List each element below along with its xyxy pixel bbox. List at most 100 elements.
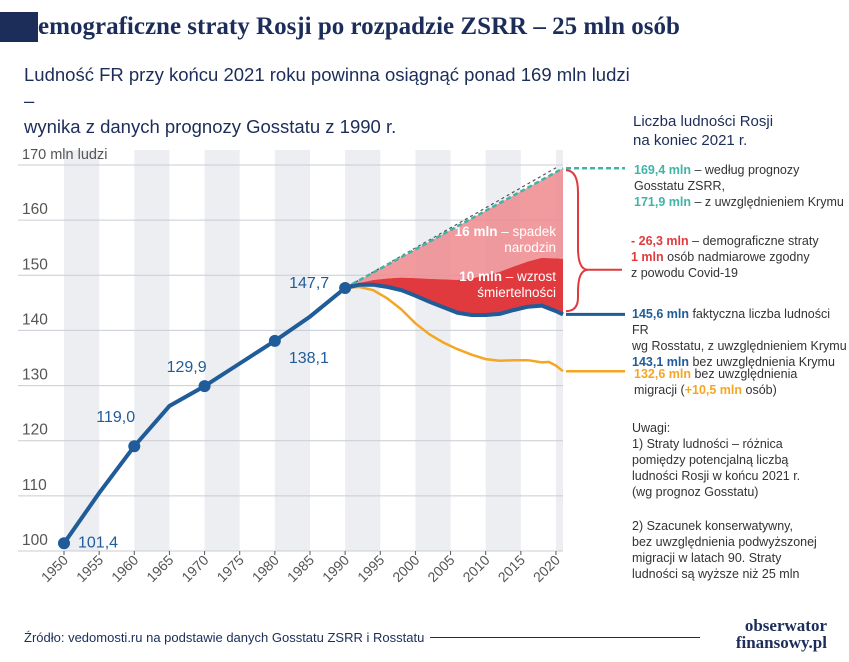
nomigration-value-2: +10,5 mln	[684, 383, 743, 397]
source-note: Źródło: vedomosti.ru na podstawie danych…	[24, 630, 425, 645]
losses-bracket	[565, 169, 622, 313]
actual-text-1: faktyczna liczba ludności FR	[632, 307, 831, 337]
x-band	[64, 150, 100, 551]
x-tick-label: 1975	[213, 552, 246, 585]
mortality-increase-label: 10 mln – wzrost	[459, 269, 556, 284]
birth-decline-label-line2: narodzin	[504, 240, 556, 255]
x-tick-label: 1970	[178, 552, 211, 585]
note-1-line-1: 1) Straty ludności – różnica	[632, 437, 783, 451]
chart-title: Demograficzne straty Rosji po rozpadzie …	[20, 13, 680, 40]
note-2-line-1: 2) Szacunek konserwatywny,	[632, 519, 793, 533]
note-1-line-3: ludności Rosji w końcu 2021 r.	[632, 469, 801, 483]
losses-text-2: osób nadmiarowe zgodny	[663, 250, 810, 264]
data-point	[268, 334, 281, 347]
nomigration-text-2: migracji (	[634, 383, 685, 397]
x-tick-label: 1985	[284, 552, 317, 585]
losses-value-2: 1 mln	[631, 250, 664, 264]
x-tick-label: 1995	[354, 552, 387, 585]
data-label: 147,7	[289, 275, 329, 292]
losses-value-1: - 26,3 mln	[631, 234, 689, 248]
losses-text-1: – demograficzne straty	[688, 234, 819, 248]
x-tick-label: 2000	[389, 552, 422, 585]
x-band	[415, 150, 451, 551]
x-band	[134, 150, 170, 551]
forecast-value-2: 171,9 mln	[634, 195, 691, 209]
nomigration-text-1: bez uwzględnienia	[690, 367, 798, 381]
y-tick-label: 120	[22, 422, 48, 439]
data-label: 101,4	[78, 534, 118, 551]
legend-nomigration: 132,6 mln bez uwzględnienia migracji (+1…	[634, 366, 797, 398]
x-band	[204, 150, 240, 551]
x-tick-label: 1955	[73, 552, 106, 585]
title-accent	[0, 12, 38, 42]
nomigration-text-3: osób)	[742, 383, 777, 397]
title-bar: Demograficzne straty Rosji po rozpadzie …	[0, 10, 849, 44]
birth-decline-label: 16 mln – spadek	[455, 224, 557, 239]
subtitle-line-1: Ludność FR przy końcu 2021 roku powinna …	[24, 64, 630, 111]
data-point	[339, 281, 352, 294]
forecast-text-1: – według prognozy	[690, 163, 800, 177]
losses-text-3: z powodu Covid-19	[631, 266, 739, 280]
mortality-increase-label-line2: śmiertelności	[477, 285, 556, 300]
data-label: 138,1	[289, 350, 329, 367]
actual-value-2: 143,1 mln	[632, 355, 689, 369]
x-tick-label: 1965	[143, 552, 176, 585]
x-band	[555, 150, 563, 551]
x-tick-label: 1980	[249, 552, 282, 585]
y-tick-label: 170 mln ludzi	[22, 147, 107, 163]
legend-losses: - 26,3 mln – demograficzne straty 1 mln …	[631, 233, 819, 281]
note-2-line-2: bez uwzględnienia podwyższonej	[632, 535, 817, 549]
forecast-value-1: 169,4 mln	[634, 163, 691, 177]
trend-line	[344, 167, 557, 289]
y-tick-label: 110	[22, 477, 47, 494]
note-2-line-4: ludności są wyższe niż 25 mln	[632, 567, 800, 581]
brand-logo: obserwator finansowy.pl	[707, 617, 827, 651]
x-tick-label: 2005	[424, 552, 457, 585]
no-migration-line	[345, 285, 564, 373]
note-2-line-3: migracji w latach 90. Straty	[632, 551, 782, 565]
note-1-line-4: (wg prognoz Gosstatu)	[632, 485, 759, 499]
x-tick-label: 1960	[108, 552, 141, 585]
source-divider	[430, 637, 700, 638]
legend-actual: 145,6 mln faktyczna liczba ludności FR w…	[632, 306, 849, 370]
forecast-line	[344, 167, 564, 290]
x-tick-label: 2020	[530, 552, 563, 585]
legend-heading: Liczba ludności Rosji na koniec 2021 r.	[633, 112, 773, 150]
legend-forecast: 169,4 mln – według prognozy Gosstatu ZSR…	[634, 162, 844, 210]
data-label: 119,0	[96, 409, 135, 426]
data-point	[198, 380, 211, 393]
forecast-text-3: – z uwzględnieniem Krymu	[690, 195, 844, 209]
notes-heading: Uwagi:	[632, 421, 671, 435]
y-tick-label: 140	[22, 311, 48, 328]
x-band	[274, 150, 310, 551]
nomigration-value-1: 132,6 mln	[634, 367, 691, 381]
actual-text-2: wg Rosstatu, z uwzględnieniem Krymu	[632, 339, 847, 353]
x-tick-label: 1950	[38, 552, 71, 585]
brand-line-1: obserwator	[744, 616, 827, 635]
data-point	[58, 537, 70, 550]
actual-value-1: 145,6 mln	[632, 307, 689, 321]
notes-2: 2) Szacunek konserwatywny, bez uwzględni…	[632, 518, 817, 582]
legend-heading-line-2: na koniec 2021 r.	[633, 132, 748, 149]
x-tick-label: 1990	[319, 552, 352, 585]
y-tick-label: 160	[22, 201, 48, 218]
actual-line	[344, 282, 564, 317]
subtitle-line-2: wynika z danych prognozy Gosstatu z 1990…	[24, 116, 397, 137]
y-tick-label: 150	[22, 256, 48, 273]
actual-text-3: bez uwzględnienia Krymu	[688, 355, 835, 369]
mortality-increase-area	[345, 257, 563, 315]
brand-line-2: finansowy.pl	[735, 633, 827, 652]
data-label: 129,9	[167, 359, 207, 376]
notes-1: Uwagi: 1) Straty ludności – różnica pomi…	[632, 420, 800, 500]
x-band	[345, 150, 381, 551]
subtitle: Ludność FR przy końcu 2021 roku powinna …	[24, 62, 644, 140]
x-tick-label: 2015	[495, 552, 528, 585]
data-point	[128, 440, 141, 453]
note-1-line-2: pomiędzy potencjalną liczbą	[632, 453, 789, 467]
y-tick-label: 100	[22, 532, 48, 549]
forecast-text-2: Gosstatu ZSRR,	[634, 179, 725, 193]
x-tick-label: 2010	[459, 552, 492, 585]
y-tick-label: 130	[22, 367, 48, 384]
legend-heading-line-1: Liczba ludności Rosji	[633, 113, 774, 130]
